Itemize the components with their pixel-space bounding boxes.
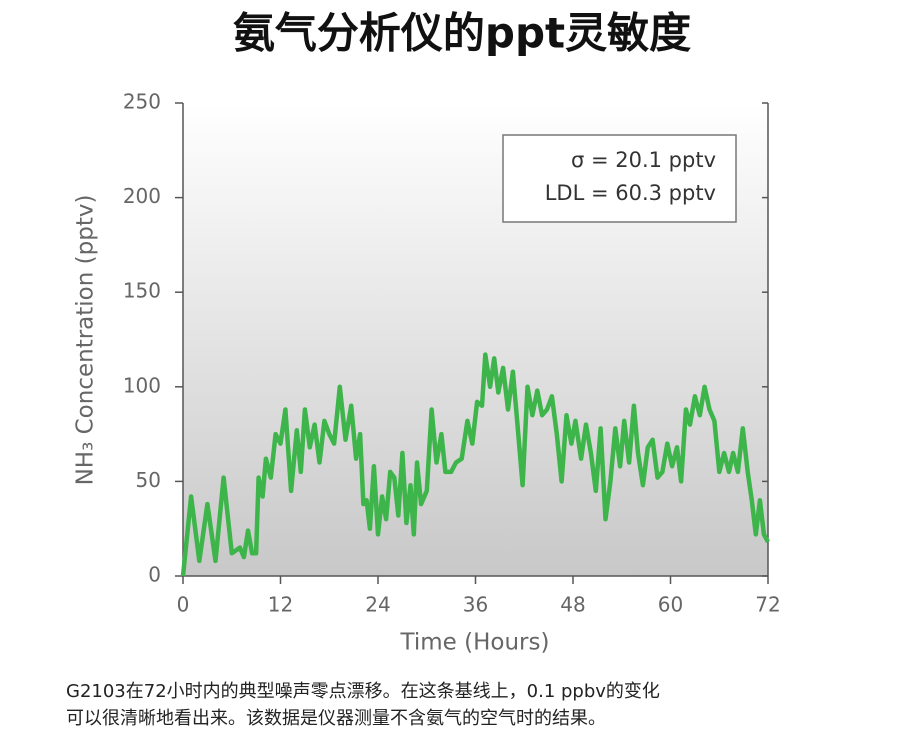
y-tick-label: 50 (136, 468, 161, 492)
y-axis-label: NH₃ Concentration (pptv) (73, 195, 99, 486)
annotation: LDL = 60.3 pptv (545, 181, 716, 205)
annotation-box (502, 134, 737, 223)
x-tick-label: 72 (755, 593, 780, 617)
y-tick-label: 100 (123, 373, 161, 397)
y-tick-label: 200 (123, 184, 161, 208)
x-tick-label: 48 (560, 593, 585, 617)
x-axis-label: Time (Hours) (400, 630, 550, 656)
caption: G2103在72小时内的典型噪声零点漂移。在这条基线上，0.1 ppbv的变化 (66, 681, 660, 702)
y-tick-label: 250 (123, 90, 161, 114)
x-tick-label: 36 (463, 593, 488, 617)
chart-title: 氨气分析仪的ppt灵敏度 (233, 9, 691, 58)
caption: 可以很清晰地看出来。该数据是仪器测量不含氨气的空气时的结果。 (66, 708, 606, 729)
y-tick-label: 0 (148, 563, 161, 587)
annotation: σ = 20.1 pptv (571, 148, 716, 172)
x-tick-label: 0 (177, 593, 190, 617)
x-tick-label: 60 (658, 593, 683, 617)
data-line (180, 352, 770, 577)
x-tick-label: 24 (365, 593, 390, 617)
y-tick-label: 150 (123, 279, 161, 303)
x-tick-label: 12 (268, 593, 293, 617)
